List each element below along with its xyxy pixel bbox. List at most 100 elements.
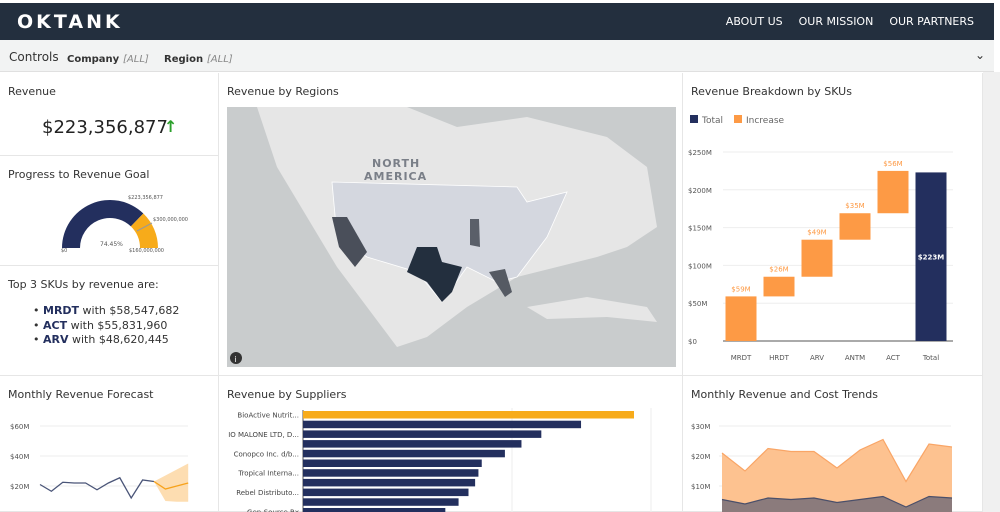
sku-breakdown-panel: Revenue Breakdown by SKUs Total Increase… [683, 73, 983, 376]
supplier-bar [303, 478, 476, 487]
y-tick-label: $30M [691, 423, 710, 431]
bar-act [877, 170, 909, 214]
forecast-title: Monthly Revenue Forecast [8, 388, 154, 401]
nav-about-us[interactable]: ABOUT US [725, 15, 783, 28]
y-tick-label: $20M [691, 453, 710, 461]
area-cost [722, 496, 952, 512]
y-tick-label: $100M [688, 262, 712, 270]
gauge-progress [62, 200, 144, 248]
revenue-value: $223,356,877 [42, 117, 168, 138]
supplier-label: IO MALONE LTD, D... [228, 431, 299, 439]
data-label: $223M [918, 254, 944, 262]
line-cost [721, 495, 953, 508]
supplier-bar [303, 469, 479, 477]
data-label: $26M [769, 266, 788, 274]
list-item: • MRDT with $58,547,682 [33, 304, 180, 317]
bar-total [915, 172, 947, 341]
trends-panel: Monthly Revenue and Cost Trends $10M $20M… [683, 376, 983, 512]
nav-our-mission[interactable]: OUR MISSION [798, 15, 874, 28]
state-illinois [470, 219, 480, 247]
scrollbar[interactable] [983, 72, 1000, 512]
gauge-remaining [130, 213, 158, 248]
nav-our-partners[interactable]: OUR PARTNERS [889, 15, 974, 28]
forecast-panel: Monthly Revenue Forecast $20M $40M $60M [0, 376, 219, 512]
top-header: OKTANK ABOUT US OUR MISSION OUR PARTNERS [0, 3, 994, 40]
state-florida [489, 269, 512, 297]
suppliers-title: Revenue by Suppliers [227, 388, 347, 401]
region-filter[interactable]: Region [ALL] [164, 51, 233, 65]
chevron-down-icon[interactable]: ⌄ [975, 48, 986, 62]
arrow-up-icon: ↑ [164, 117, 178, 136]
top-skus-panel: Top 3 SKUs by revenue are: • MRDT with $… [0, 266, 219, 376]
gauge-target-marker [136, 222, 153, 232]
y-tick-label: $10M [691, 483, 710, 491]
x-tick-label: ARV [810, 354, 824, 362]
gauge-percent: 74.45% [100, 241, 123, 248]
supplier-bar [303, 508, 446, 512]
gauge-max-label: $160,000,000 [129, 248, 164, 254]
company-label: Company [67, 54, 120, 65]
top-skus-list: • MRDT with $58,547,682 • ACT with $55,8… [33, 304, 179, 348]
supplier-bar [303, 449, 505, 458]
supplier-bar [303, 440, 522, 448]
legend-increase: Increase [746, 116, 785, 126]
list-item: • ARV with $48,620,445 [33, 333, 169, 346]
y-tick-label: $250M [688, 149, 712, 157]
x-tick-label: ACT [886, 354, 901, 362]
y-tick-label: $50M [688, 300, 707, 308]
list-item: • ACT with $55,831,960 [33, 318, 168, 332]
supplier-label: BioActive Nutrit... [237, 412, 299, 420]
forecast-line [153, 480, 189, 490]
data-label: $59M [731, 285, 750, 293]
goal-panel: Progress to Revenue Goal $223,356,877 $3… [0, 156, 219, 266]
supplier-bar [303, 498, 459, 506]
supplier-bar [303, 488, 469, 497]
x-tick-label: HRDT [769, 354, 790, 362]
info-icon [230, 352, 242, 364]
supplier-label: Gen-Source Rx [247, 509, 299, 512]
x-tick-label: ANTM [845, 354, 865, 362]
supplier-bar [303, 430, 542, 438]
controls-bar: Controls Company [ALL] Region [ALL] ⌄ [0, 40, 994, 72]
waterfall-chart: Total Increase $0 $50M $100M $150M $200M $250… [688, 115, 953, 362]
region-map[interactable]: NORTH AMERICA i [227, 107, 676, 367]
y-tick-label: $200M [688, 187, 712, 195]
svg-text:i: i [235, 355, 237, 364]
logo[interactable]: OKTANK [17, 11, 123, 33]
supplier-label: Tropical Interna... [237, 470, 299, 478]
x-tick-label: MRDT [731, 354, 752, 362]
controls-label[interactable]: Controls [9, 50, 59, 64]
supplier-bar [303, 411, 634, 419]
company-filter[interactable]: Company [ALL] [67, 51, 149, 65]
data-label: $35M [845, 202, 864, 210]
area-revenue [722, 439, 952, 512]
gauge-current-label: $223,356,877 [128, 195, 163, 201]
y-tick-label: $150M [688, 225, 712, 233]
y-tick-label: $40M [10, 453, 29, 461]
data-label: $49M [807, 229, 826, 237]
suppliers-chart: BioActive Nutrit... IO MALONE LTD, D... Co… [228, 408, 652, 512]
bar-hrdt [763, 276, 795, 297]
trends-title: Monthly Revenue and Cost Trends [691, 388, 878, 401]
supplier-label: Conopco Inc. d/b... [234, 450, 299, 458]
region-label: Region [164, 54, 204, 65]
caribbean-land [527, 297, 657, 322]
top-skus-title: Top 3 SKUs by revenue are: [8, 278, 159, 291]
map-label-america: AMERICA [364, 170, 427, 183]
y-tick-label: $0 [688, 338, 697, 346]
y-tick-label: $60M [10, 423, 29, 431]
state-california [332, 217, 367, 267]
state-texas [407, 247, 462, 302]
legend-increase-swatch [734, 115, 742, 123]
bar-antm [839, 213, 871, 240]
y-tick-label: $20M [10, 483, 29, 491]
gauge: $223,356,877 $300,000,000 $0 $160,000,00… [61, 195, 188, 254]
forecast-band [154, 463, 189, 502]
actual-line [39, 476, 155, 500]
goal-title: Progress to Revenue Goal [8, 168, 150, 181]
legend-total-swatch [690, 115, 698, 123]
map-label-north: NORTH [372, 157, 420, 170]
sku-breakdown-title: Revenue Breakdown by SKUs [691, 85, 852, 98]
supplier-label: Rebel Distributo... [236, 489, 299, 497]
bar-arv [801, 239, 833, 277]
